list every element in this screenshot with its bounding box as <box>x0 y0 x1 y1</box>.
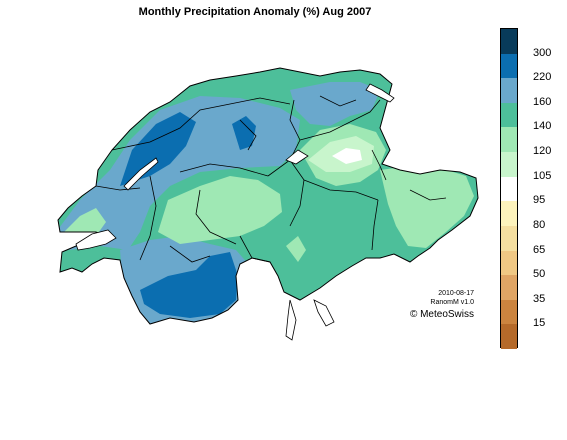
legend-color-box <box>501 102 517 128</box>
legend-label: 15 <box>533 317 546 330</box>
legend-color-box <box>501 78 517 103</box>
lake-maggiore <box>285 299 297 341</box>
lake-constance <box>365 83 395 103</box>
lake-lugano <box>313 299 335 327</box>
lake-geneva <box>75 229 117 251</box>
legend-color-box <box>501 53 517 79</box>
anomaly-zone-220-west <box>120 112 196 186</box>
legend-color-box <box>501 201 517 226</box>
legend-label: 65 <box>533 243 546 256</box>
legend-label: 300 <box>533 46 552 59</box>
anomaly-zone-160-north <box>290 82 380 126</box>
anomaly-zone-120-east <box>380 166 474 248</box>
anomaly-zone-220-south <box>140 252 238 318</box>
credit-date: 2010-08-17 <box>438 290 474 297</box>
legend-label: 220 <box>533 71 552 84</box>
lake-lucerne <box>285 149 309 165</box>
legend-color-box <box>501 275 517 300</box>
legend-color-box <box>501 299 517 325</box>
lake-neuchatel <box>123 157 159 191</box>
canton-borders <box>95 95 447 263</box>
anomaly-zone-220-central <box>232 116 256 150</box>
legend-label: 35 <box>533 292 546 305</box>
legend-label: 80 <box>533 218 546 231</box>
anomaly-zone-120-plateau <box>158 176 282 244</box>
anomaly-zone-120-ticino <box>286 236 306 262</box>
map-title: Monthly Precipitation Anomaly (%) Aug 20… <box>138 6 372 18</box>
legend-color-box <box>501 29 517 54</box>
legend-label: 140 <box>533 120 552 133</box>
legend-color-box <box>501 250 517 276</box>
color-legend-bar <box>500 28 518 349</box>
legend-label: 160 <box>533 95 552 108</box>
legend-color-box <box>501 176 517 202</box>
legend-label: 50 <box>533 268 546 281</box>
credit-org: © MeteoSwiss <box>409 309 474 320</box>
legend-label: 120 <box>533 145 552 158</box>
legend-color-box <box>501 152 517 177</box>
legend-label: 95 <box>533 194 546 207</box>
credit-version: RanomM v1.0 <box>430 299 474 306</box>
legend-label: 105 <box>533 169 552 182</box>
legend-color-box <box>501 225 517 251</box>
legend-color-box <box>501 127 517 153</box>
anomaly-zone-95 <box>332 148 362 164</box>
legend-color-box <box>501 324 517 349</box>
